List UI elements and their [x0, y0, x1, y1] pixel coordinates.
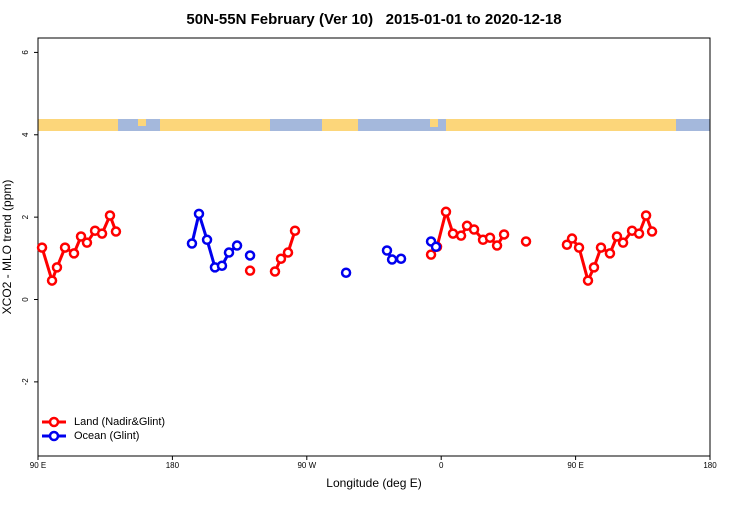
data-point: [640, 210, 652, 221]
data-point: [231, 240, 243, 251]
data-point: [498, 229, 510, 240]
data-point: [96, 228, 108, 239]
data-point: [186, 238, 198, 249]
data-point: [633, 228, 645, 239]
data-point: [611, 231, 623, 242]
data-point: [193, 208, 205, 220]
data-point: [455, 230, 467, 241]
data-point: [68, 248, 80, 259]
data-point: [275, 253, 287, 264]
data-point: [425, 249, 437, 260]
data-point: [36, 242, 48, 253]
data-point: [588, 262, 600, 273]
data-point: [491, 240, 503, 251]
x-tick-label: 180: [166, 461, 180, 470]
x-axis-label: Longitude (deg E): [326, 476, 421, 490]
legend-marker: [48, 430, 60, 442]
x-tick-label: 90 E: [567, 461, 583, 470]
chart-title: 50N-55N February (Ver 10) 2015-01-01 to …: [186, 11, 561, 28]
data-point: [566, 233, 578, 244]
data-point: [440, 206, 452, 218]
plot-frame: [37, 37, 711, 457]
data-point: [386, 254, 398, 265]
y-tick-label: 6: [21, 50, 30, 55]
data-point: [468, 224, 480, 235]
y-tick-label: -2: [21, 378, 30, 386]
y-tick-label: 2: [21, 214, 30, 219]
data-point: [595, 242, 607, 253]
x-tick-label: 0: [439, 461, 444, 470]
data-point: [604, 248, 616, 259]
data-point: [381, 245, 393, 256]
data-point: [244, 250, 256, 261]
data-point: [430, 241, 442, 253]
y-tick-label: 0: [21, 297, 30, 302]
data-point: [51, 262, 63, 273]
data-point: [223, 247, 235, 258]
data-point: [104, 210, 116, 221]
x-tick-label: 90 E: [30, 461, 46, 470]
data-point: [282, 247, 294, 258]
data-point: [573, 242, 585, 253]
data-point: [216, 260, 228, 271]
series: [36, 206, 658, 286]
data-point: [484, 232, 496, 243]
data-point: [81, 237, 93, 248]
series: [186, 208, 442, 278]
legend-label: Land (Nadir&Glint): [74, 416, 165, 428]
data-point: [201, 234, 213, 246]
data-point: [75, 231, 87, 242]
data-point: [289, 225, 301, 236]
data-point: [110, 226, 122, 237]
x-tick-label: 90 W: [297, 461, 316, 470]
data-point: [646, 226, 658, 237]
data-point: [59, 242, 71, 253]
data-point: [520, 236, 532, 247]
legend-marker: [48, 416, 60, 428]
data-point: [582, 275, 594, 286]
data-point: [340, 267, 352, 278]
y-axis-label: XCO2 - MLO trend (ppm): [0, 180, 14, 315]
data-point: [244, 265, 256, 276]
y-tick-label: 4: [21, 132, 30, 137]
data-point: [617, 237, 629, 248]
data-point: [269, 266, 281, 277]
data-point: [447, 228, 459, 239]
land-ocean-strip: [38, 119, 710, 131]
legend-label: Ocean (Glint): [74, 430, 139, 442]
data-point: [46, 275, 58, 286]
data-point: [395, 253, 407, 264]
x-tick-label: 180: [703, 461, 717, 470]
